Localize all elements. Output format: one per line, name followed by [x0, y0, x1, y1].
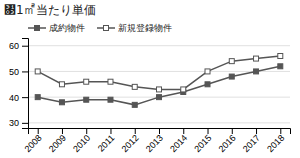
x-tick-label: 2010	[71, 133, 92, 154]
x-tick-mark	[208, 128, 209, 134]
x-tick-mark	[256, 128, 257, 134]
series-line	[38, 66, 281, 105]
grid	[28, 46, 290, 123]
x-tick-label: 2016	[217, 133, 238, 154]
x-tick: 2009	[47, 128, 68, 154]
y-tick-mark	[22, 123, 28, 124]
series-marker	[229, 59, 234, 64]
series-marker	[84, 97, 89, 102]
series-marker	[108, 79, 113, 84]
x-tick: 2015	[192, 128, 213, 154]
y-axis: 30 40 50 60	[9, 39, 29, 129]
x-tick-label: 2015	[192, 133, 213, 154]
x-tick: 2016	[217, 128, 238, 154]
y-tick-label: 50	[9, 67, 19, 77]
legend-swatch-marker	[35, 26, 40, 31]
x-tick: 2012	[120, 128, 141, 154]
y-tick: 40	[9, 93, 28, 103]
series-marker	[157, 87, 162, 92]
y-tick-label: 40	[9, 93, 19, 103]
series-line	[38, 56, 281, 89]
series-marker	[254, 56, 259, 61]
y-tick-label: 30	[9, 118, 19, 128]
x-tick-mark	[159, 128, 160, 134]
y-tick: 60	[9, 41, 28, 51]
series-marker	[35, 69, 40, 74]
y-tick-mark	[22, 46, 28, 47]
x-tick: 2013	[144, 128, 165, 154]
chart: 30 40 50 60 20082009201020112012201320142015…	[0, 0, 300, 158]
x-tick-label: 2009	[47, 133, 68, 154]
series-marker	[132, 102, 137, 107]
series-marker	[229, 74, 234, 79]
series-marker	[278, 64, 283, 69]
x-tick: 2018	[265, 128, 286, 154]
series-marker	[132, 84, 137, 89]
x-tick: 2017	[241, 128, 262, 154]
x-tick-label: 2017	[241, 133, 262, 154]
x-tick-mark	[135, 128, 136, 134]
x-tick-label: 2008	[23, 133, 44, 154]
y-tick-mark	[22, 97, 28, 98]
x-tick-mark	[38, 128, 39, 134]
grid-line	[28, 122, 290, 123]
x-tick-label: 2014	[168, 133, 189, 154]
legend-swatch-marker	[104, 26, 109, 31]
series-marker	[59, 100, 64, 105]
x-tick-mark	[232, 128, 233, 134]
x-axis-line	[29, 129, 291, 135]
series-marker	[205, 69, 210, 74]
series-marker	[254, 69, 259, 74]
x-tick: 2014	[168, 128, 189, 154]
title: ㄃1㎡当たり単価	[4, 3, 96, 17]
series-marker	[181, 87, 186, 92]
x-tick-label: 2011	[96, 133, 117, 154]
series-marker	[84, 79, 89, 84]
x-tick-mark	[86, 128, 87, 134]
legend-item: 新規登録物件	[97, 23, 172, 33]
plot-marks	[35, 54, 283, 108]
series-marker	[278, 54, 283, 59]
series-marker	[108, 97, 113, 102]
legend-item: 成約物件	[28, 23, 85, 33]
x-tick-label: 2012	[120, 133, 141, 154]
x-tick: 2008	[23, 128, 44, 154]
grid-line	[28, 71, 290, 72]
x-tick-mark	[62, 128, 63, 134]
y-tick: 30	[9, 118, 28, 128]
y-tick: 50	[9, 67, 28, 77]
legend-label: 新規登録物件	[118, 23, 172, 33]
x-tick-mark	[183, 128, 184, 134]
x-tick: 2010	[71, 128, 92, 154]
series-marker	[35, 95, 40, 100]
series-marker	[59, 82, 64, 87]
series-marker	[157, 95, 162, 100]
legend: 成約物件 新規登録物件	[28, 23, 172, 33]
grid-line	[28, 45, 290, 46]
x-axis: 2008200920102011201220132014201520162017…	[23, 128, 291, 154]
y-axis-line	[22, 39, 29, 129]
series-marker	[205, 82, 210, 87]
x-tick-mark	[280, 128, 281, 134]
x-tick-label: 2013	[144, 133, 165, 154]
x-tick-label: 2018	[265, 133, 286, 154]
y-tick-mark	[22, 71, 28, 72]
legend-label: 成約物件	[49, 23, 85, 33]
y-tick-label: 60	[9, 41, 19, 51]
x-tick: 2011	[96, 128, 117, 154]
x-tick-mark	[110, 128, 111, 134]
